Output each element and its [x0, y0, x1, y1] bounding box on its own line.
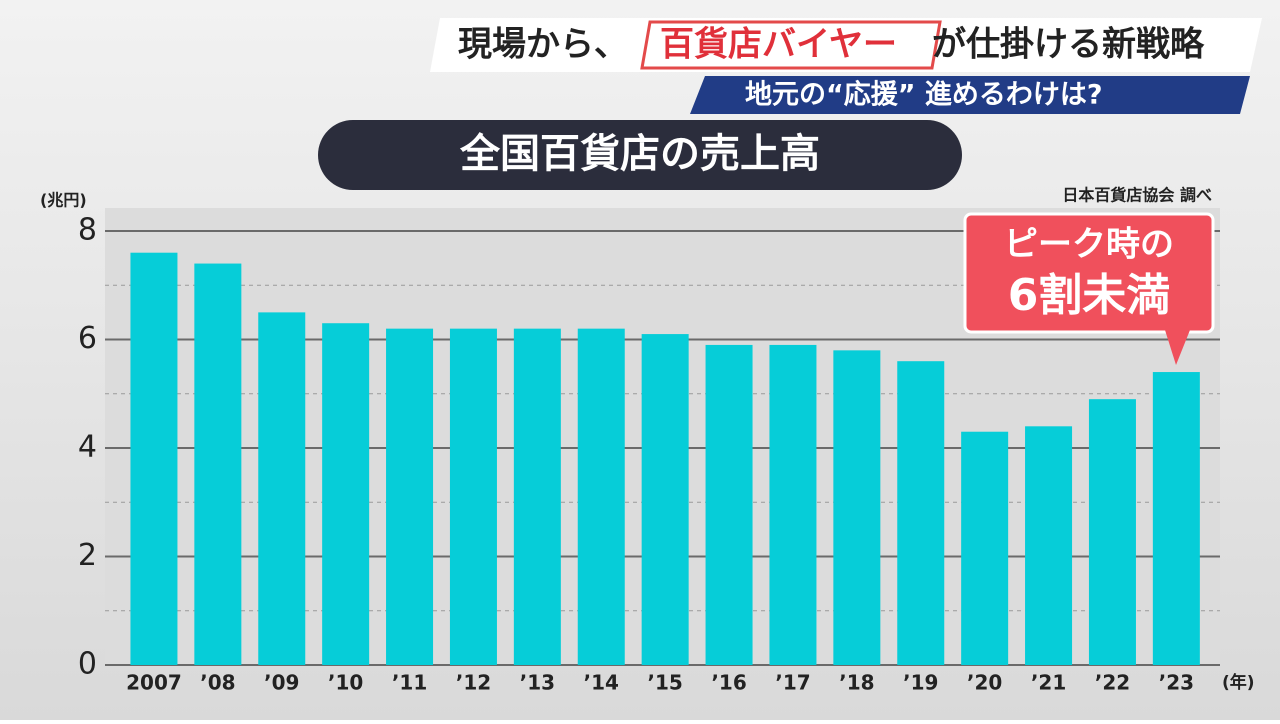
x-tick-label: 2007 [126, 671, 182, 695]
banner-subline: 地元の“応援” 進めるわけは? [745, 79, 1103, 111]
y-tick-label: 8 [78, 213, 97, 248]
subline-bar [690, 76, 1250, 114]
bar [897, 361, 945, 665]
bar [386, 328, 434, 665]
x-tick-label: ’22 [1095, 671, 1130, 695]
x-tick-label: ’08 [200, 671, 235, 695]
title-pill [318, 120, 962, 190]
y-tick-label: 0 [78, 647, 97, 682]
banner-rest: が仕掛ける新戦略 [932, 25, 1205, 65]
x-tick-label: ’21 [1031, 671, 1066, 695]
chart-title: 全国百貨店の売上高 [459, 131, 820, 177]
x-tick-label: ’11 [392, 671, 427, 695]
x-tick-label: ’10 [328, 671, 363, 695]
bar [194, 263, 242, 665]
bar [961, 431, 1009, 665]
banner-highlight-box [640, 20, 942, 70]
annotation-line: 6割未満 [1008, 270, 1171, 321]
bar [513, 328, 561, 665]
bar [833, 350, 881, 665]
y-tick-label: 4 [78, 430, 97, 465]
source: 日本百貨店協会 調べ [1062, 186, 1212, 205]
banner-lead: 現場から、 [458, 25, 628, 65]
x-tick-label: ’16 [711, 671, 746, 695]
bar [1152, 372, 1200, 665]
x-tick-label: ’14 [584, 671, 619, 695]
y-tick-label: 2 [78, 538, 97, 573]
x-tick-label: ’19 [903, 671, 938, 695]
bar [322, 323, 370, 665]
banner-highlight: 百貨店バイヤー [660, 25, 897, 65]
y-tick-label: 6 [78, 321, 97, 356]
x-unit: (年) [1222, 672, 1255, 693]
x-tick-label: ’17 [775, 671, 810, 695]
bar [705, 344, 753, 665]
bar [449, 328, 497, 665]
bar [641, 334, 689, 665]
bar [769, 344, 817, 665]
annotation: ピーク時の 6割未満 [963, 212, 1215, 365]
annotation-line: ピーク時の [1004, 225, 1174, 265]
bar [130, 252, 178, 665]
y-unit: (兆円) [40, 191, 87, 210]
bar [577, 328, 625, 665]
bar [1088, 399, 1136, 665]
annotation-pointer [1165, 330, 1190, 365]
x-tick-label: ’18 [839, 671, 874, 695]
x-tick-label: ’23 [1159, 671, 1194, 695]
x-tick-label: ’12 [456, 671, 491, 695]
bar [258, 312, 306, 665]
x-tick-label: ’20 [967, 671, 1002, 695]
x-tick-label: ’15 [647, 671, 682, 695]
x-tick-label: ’13 [520, 671, 555, 695]
x-tick-label: ’09 [264, 671, 299, 695]
bar [1025, 426, 1073, 665]
annotation-box [963, 212, 1215, 334]
